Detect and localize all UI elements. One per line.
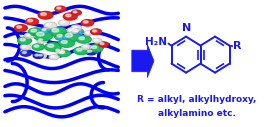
Circle shape xyxy=(49,27,67,36)
Circle shape xyxy=(37,54,46,58)
Circle shape xyxy=(46,23,51,26)
Text: alkylamino etc.: alkylamino etc. xyxy=(158,109,236,117)
Circle shape xyxy=(93,38,102,43)
Circle shape xyxy=(22,51,26,54)
Circle shape xyxy=(81,20,94,26)
Circle shape xyxy=(58,50,70,57)
Circle shape xyxy=(28,19,33,22)
Circle shape xyxy=(52,29,59,32)
Circle shape xyxy=(66,14,71,17)
Circle shape xyxy=(20,44,31,50)
Circle shape xyxy=(18,37,32,44)
Circle shape xyxy=(17,26,21,28)
Circle shape xyxy=(73,26,77,28)
Circle shape xyxy=(83,21,88,23)
Circle shape xyxy=(82,45,91,49)
Circle shape xyxy=(92,30,97,32)
Circle shape xyxy=(58,20,70,26)
Circle shape xyxy=(33,30,53,41)
Circle shape xyxy=(83,45,87,47)
Circle shape xyxy=(99,42,108,47)
Circle shape xyxy=(89,45,103,52)
Circle shape xyxy=(65,34,72,37)
Circle shape xyxy=(39,54,42,56)
Circle shape xyxy=(91,46,97,49)
Circle shape xyxy=(54,48,64,53)
Circle shape xyxy=(42,29,46,31)
Circle shape xyxy=(20,38,25,41)
Text: R: R xyxy=(233,41,242,51)
Circle shape xyxy=(60,21,65,23)
Circle shape xyxy=(55,6,66,12)
Circle shape xyxy=(51,55,55,57)
Circle shape xyxy=(69,29,73,31)
Circle shape xyxy=(48,44,54,47)
Circle shape xyxy=(44,22,57,29)
Text: H₂N: H₂N xyxy=(145,37,167,47)
Circle shape xyxy=(100,43,104,45)
Circle shape xyxy=(74,47,89,55)
Circle shape xyxy=(74,30,78,32)
Circle shape xyxy=(86,49,96,55)
Circle shape xyxy=(34,45,39,47)
Circle shape xyxy=(37,38,47,43)
Circle shape xyxy=(35,54,39,56)
Circle shape xyxy=(72,10,81,15)
Circle shape xyxy=(55,33,68,40)
Circle shape xyxy=(28,28,43,36)
Circle shape xyxy=(91,29,101,35)
Circle shape xyxy=(26,34,30,36)
Circle shape xyxy=(57,34,62,37)
Circle shape xyxy=(72,29,83,35)
Circle shape xyxy=(49,55,59,60)
Circle shape xyxy=(25,33,34,38)
Circle shape xyxy=(22,45,26,47)
Circle shape xyxy=(62,32,81,42)
Circle shape xyxy=(38,39,42,41)
Circle shape xyxy=(86,31,89,33)
Text: R = alkyl, alkylhydroxy,: R = alkyl, alkylhydroxy, xyxy=(138,95,257,104)
Circle shape xyxy=(76,48,82,51)
Circle shape xyxy=(32,44,44,50)
Circle shape xyxy=(38,11,53,19)
Circle shape xyxy=(84,31,93,35)
Circle shape xyxy=(88,50,92,52)
Circle shape xyxy=(31,29,37,32)
Circle shape xyxy=(59,39,74,47)
Circle shape xyxy=(40,28,51,33)
Circle shape xyxy=(15,25,27,31)
Circle shape xyxy=(33,53,43,58)
Circle shape xyxy=(79,37,85,40)
Circle shape xyxy=(94,39,98,41)
Circle shape xyxy=(45,43,61,51)
Polygon shape xyxy=(132,44,154,77)
Circle shape xyxy=(60,51,65,54)
Circle shape xyxy=(61,40,67,44)
Circle shape xyxy=(41,13,46,15)
Circle shape xyxy=(73,11,77,13)
Circle shape xyxy=(56,49,60,51)
Circle shape xyxy=(71,25,82,31)
Circle shape xyxy=(76,36,91,43)
Circle shape xyxy=(20,51,31,56)
Circle shape xyxy=(63,13,77,20)
Circle shape xyxy=(67,28,78,33)
Text: N: N xyxy=(182,23,191,33)
Circle shape xyxy=(57,7,61,9)
Circle shape xyxy=(26,18,38,25)
Circle shape xyxy=(37,32,44,36)
